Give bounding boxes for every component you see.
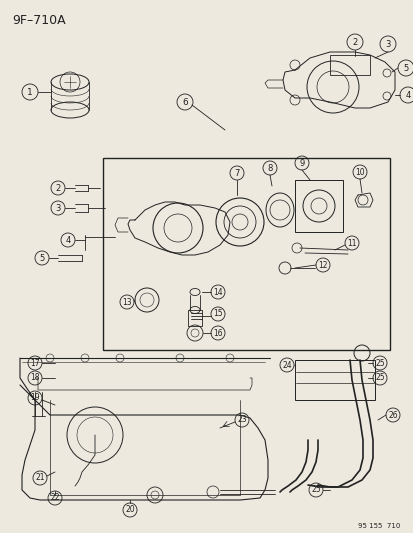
Text: 24: 24 bbox=[282, 360, 291, 369]
Text: 3: 3 bbox=[55, 204, 61, 213]
Text: 1: 1 bbox=[27, 87, 33, 96]
Text: 18: 18 bbox=[30, 374, 40, 383]
Text: 12: 12 bbox=[318, 261, 327, 270]
Text: 9: 9 bbox=[299, 158, 304, 167]
Text: 15: 15 bbox=[213, 310, 222, 319]
Text: 4: 4 bbox=[65, 236, 71, 245]
Text: 5: 5 bbox=[39, 254, 45, 262]
Text: 2: 2 bbox=[351, 37, 357, 46]
Text: 25: 25 bbox=[374, 374, 384, 383]
Text: 6: 6 bbox=[182, 98, 188, 107]
Bar bbox=[294, 360, 374, 400]
Text: 2: 2 bbox=[55, 183, 60, 192]
Text: 3: 3 bbox=[385, 39, 390, 49]
Text: 4: 4 bbox=[404, 91, 410, 100]
Text: 17: 17 bbox=[30, 359, 40, 367]
Text: 25: 25 bbox=[374, 359, 384, 367]
Text: 23: 23 bbox=[237, 416, 246, 424]
Text: 21: 21 bbox=[35, 473, 45, 482]
Bar bbox=[188, 310, 202, 326]
Text: 7: 7 bbox=[234, 168, 239, 177]
Text: 20: 20 bbox=[125, 505, 135, 514]
Text: 14: 14 bbox=[213, 287, 222, 296]
Text: 5: 5 bbox=[402, 63, 408, 72]
Text: 13: 13 bbox=[122, 297, 131, 306]
Bar bbox=[103, 158, 389, 350]
Text: 8: 8 bbox=[267, 164, 272, 173]
Text: 19: 19 bbox=[30, 393, 40, 402]
Text: 16: 16 bbox=[213, 328, 222, 337]
Text: 25: 25 bbox=[311, 486, 320, 495]
Text: 9F–710A: 9F–710A bbox=[12, 14, 66, 27]
Text: 11: 11 bbox=[347, 238, 356, 247]
Text: 95 155  710: 95 155 710 bbox=[357, 523, 399, 529]
Text: 10: 10 bbox=[354, 167, 364, 176]
Text: 22: 22 bbox=[50, 494, 59, 503]
Text: 26: 26 bbox=[387, 410, 397, 419]
Bar bbox=[294, 180, 342, 232]
Bar bbox=[329, 55, 369, 75]
